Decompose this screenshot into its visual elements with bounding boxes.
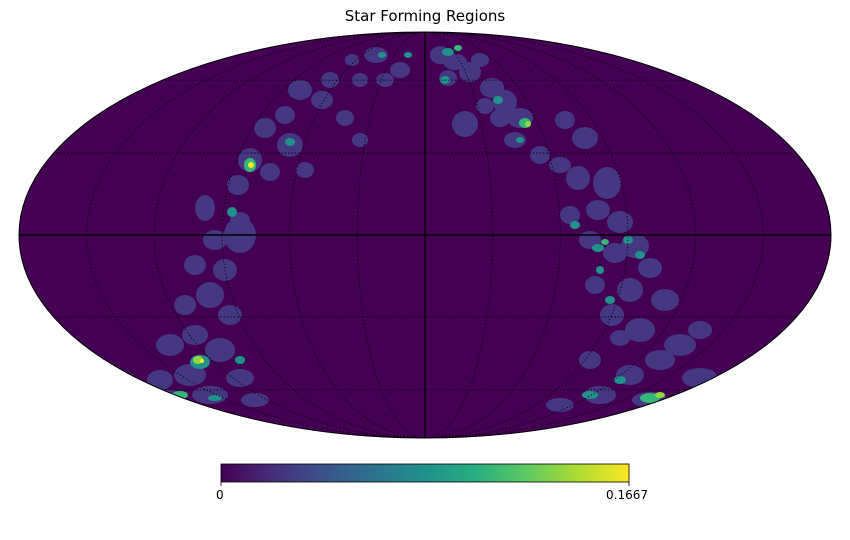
region-blob (288, 80, 312, 100)
region-blob (570, 221, 580, 229)
region-blob (476, 98, 494, 114)
region-blob (493, 90, 517, 114)
map-outline (18, 31, 832, 439)
region-blob (404, 52, 412, 58)
map-title: Star Forming Regions (344, 7, 506, 25)
region-blob (364, 47, 388, 63)
region-blob (555, 111, 575, 129)
region-blob (525, 121, 531, 127)
graticule (19, 32, 831, 438)
region-blob (651, 289, 679, 311)
region-blob (459, 62, 481, 82)
region-blob (285, 138, 295, 146)
region-blob (579, 351, 601, 369)
meridian-line (221, 32, 426, 438)
region-blob (493, 96, 503, 104)
region-blob (345, 54, 359, 66)
region-blob (607, 211, 633, 233)
region-blob (549, 157, 571, 173)
region-blob (617, 278, 643, 302)
region-blob (200, 359, 204, 363)
region-blob (516, 137, 524, 143)
region-blob (605, 296, 615, 304)
region-blob (260, 163, 280, 181)
region-blob (182, 325, 208, 345)
region-blob (241, 393, 269, 407)
region-blob (452, 111, 478, 137)
region-blob (530, 146, 550, 164)
region-blob (226, 369, 254, 387)
colorbar (220, 463, 630, 483)
region-blob (203, 230, 227, 250)
region-blob (471, 53, 489, 67)
region-blob (504, 132, 526, 148)
region-blob (227, 175, 249, 195)
meridian-line (356, 32, 426, 438)
region-blob (625, 318, 655, 342)
region-blob (311, 91, 333, 109)
colorbar-min-label: 0 (216, 488, 224, 502)
meridian-line (424, 32, 629, 438)
region-blob (655, 392, 665, 398)
region-blob (192, 386, 228, 404)
region-blob (248, 162, 254, 168)
region-blob (296, 162, 314, 178)
region-blob (213, 259, 237, 281)
region-blob (227, 207, 237, 217)
region-blob (490, 109, 510, 127)
region-blob (600, 304, 624, 326)
region-blob (645, 350, 675, 370)
region-blob (560, 206, 580, 224)
region-blob (218, 305, 242, 325)
region-blob (174, 364, 206, 386)
region-blob (254, 118, 276, 138)
colorbar-max-label: 0.1667 (606, 488, 648, 502)
region-blob (640, 393, 660, 403)
region-blob (585, 276, 605, 294)
region-blob (584, 386, 616, 404)
region-blob (572, 127, 598, 149)
region-blob (336, 110, 354, 126)
region-blob (454, 45, 462, 51)
region-blob (147, 370, 173, 390)
region-blob (174, 295, 196, 315)
region-blob (156, 334, 184, 356)
region-blob (184, 255, 206, 275)
region-blob (205, 338, 235, 362)
region-blob (638, 258, 662, 278)
region-blob (235, 356, 245, 364)
region-blob (195, 195, 215, 221)
region-blob (614, 376, 626, 384)
region-blob (352, 133, 368, 147)
region-blob (546, 398, 574, 412)
region-blob (688, 321, 712, 339)
region-blob (275, 106, 295, 124)
region-blob (664, 334, 696, 356)
region-blob (442, 48, 454, 56)
region-blob (582, 391, 598, 399)
region-blob (610, 330, 630, 346)
region-blob (376, 73, 394, 87)
meridian-line (153, 32, 426, 438)
region-blob (601, 239, 609, 245)
region-blob (592, 244, 604, 252)
region-blob (635, 251, 645, 259)
region-blob (566, 166, 590, 190)
region-blob (390, 62, 410, 78)
region-blob (586, 200, 610, 220)
region-blob (378, 52, 386, 58)
region-blob (208, 395, 222, 401)
region-blob (596, 266, 604, 274)
region-blob (603, 243, 627, 263)
region-blob (593, 167, 621, 199)
region-blob (196, 282, 224, 308)
region-blob (443, 54, 467, 70)
meridian-line (424, 32, 697, 438)
